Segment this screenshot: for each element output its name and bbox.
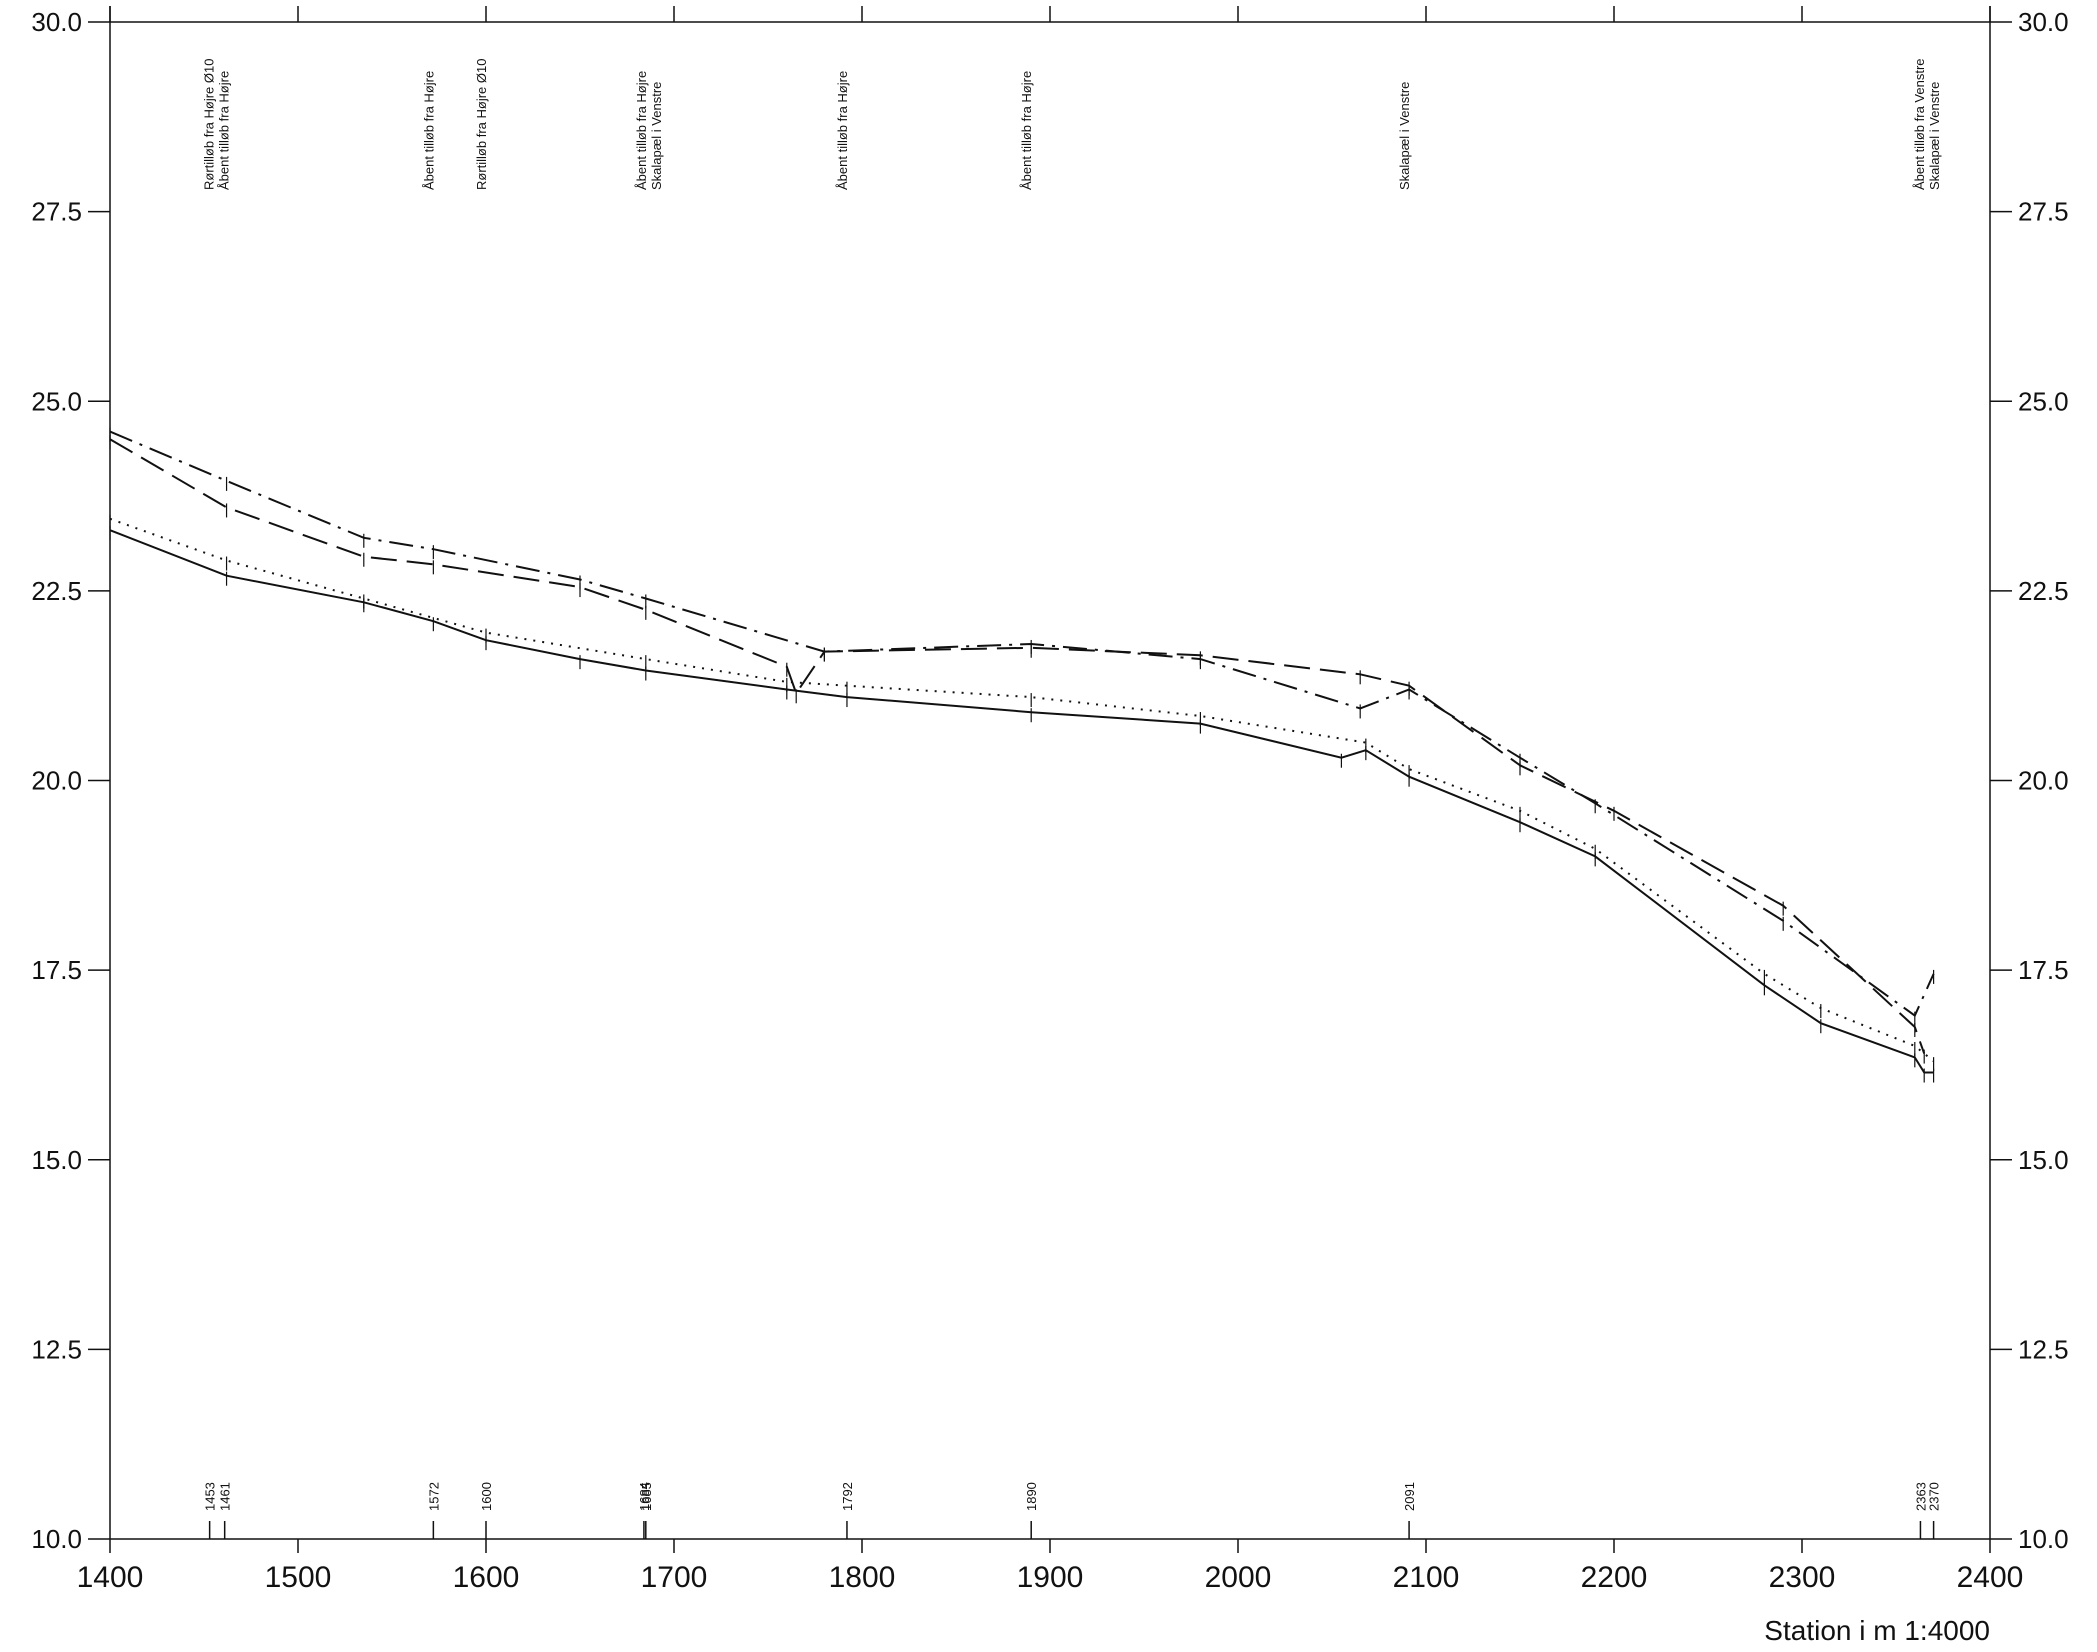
series-line-dashed xyxy=(109,438,1926,1054)
y-tick-label-left: 27.5 xyxy=(31,197,82,227)
station-label: 1684 xyxy=(637,1482,652,1511)
annotation-label: Rørtilløb fra Højre Ø10 xyxy=(474,59,489,190)
y-tick-label-left: 22.5 xyxy=(31,576,82,606)
x-tick-label: 1600 xyxy=(453,1561,520,1594)
y-tick-label-right: 17.5 xyxy=(2018,955,2069,985)
station-label: 2363 xyxy=(1913,1482,1928,1511)
y-tick-label-left: 17.5 xyxy=(31,955,82,985)
x-tick-label: 1900 xyxy=(1017,1561,1084,1594)
station-label: 2091 xyxy=(1402,1482,1417,1511)
x-tick-label: 2000 xyxy=(1205,1561,1272,1594)
annotation-label: Åbent tilløb fra Højre xyxy=(216,71,231,190)
y-tick-label-right: 10.0 xyxy=(2018,1524,2069,1554)
x-tick-label: 2200 xyxy=(1581,1561,1648,1594)
x-tick-label: 1800 xyxy=(829,1561,896,1594)
x-tick-label: 1500 xyxy=(265,1561,332,1594)
x-tick-label: 1700 xyxy=(641,1561,708,1594)
annotation-label: Åbent tilløb fra Venstre xyxy=(1912,58,1927,190)
y-tick-label-right: 15.0 xyxy=(2018,1145,2069,1175)
y-tick-label-left: 25.0 xyxy=(31,386,82,416)
station-label: 1685 xyxy=(639,1482,654,1511)
x-tick-label: 2400 xyxy=(1957,1561,2024,1594)
annotations-layer: Rørtilløb fra Højre Ø10 Åbent tilløb fra … xyxy=(201,58,1942,190)
annotation-label: Åbent tilløb fra Højre xyxy=(1019,71,1034,190)
y-tick-label-right: 12.5 xyxy=(2018,1334,2069,1364)
annotation-label: Rørtilløb fra Højre Ø10 xyxy=(201,59,216,190)
x-axis-title: Station i m 1:4000 xyxy=(1764,1615,1990,1646)
annotation-label: Åbent tilløb fra Højre xyxy=(421,71,436,190)
station-label: 1600 xyxy=(479,1482,494,1511)
station-label: 1461 xyxy=(218,1482,233,1511)
annotation-label: Skalapæl i Venstre xyxy=(1927,82,1942,190)
y-tick-label-right: 27.5 xyxy=(2018,197,2069,227)
y-tick-label-left: 10.0 xyxy=(31,1524,82,1554)
y-tick-label-left: 12.5 xyxy=(31,1334,82,1364)
annotation-label: Åbent tilløb fra Højre xyxy=(634,71,649,190)
x-tick-label: 1400 xyxy=(77,1561,144,1594)
x-tick-label: 2100 xyxy=(1393,1561,1460,1594)
series-line-dotted xyxy=(109,517,1935,1062)
x-tick-label: 2300 xyxy=(1769,1561,1836,1594)
station-label: 1890 xyxy=(1024,1482,1039,1511)
series-line-dashdot xyxy=(109,430,1935,1018)
y-tick-label-left: 15.0 xyxy=(31,1145,82,1175)
series-layer xyxy=(109,427,1935,1083)
y-tick-label-right: 20.0 xyxy=(2018,766,2069,796)
annotation-label: Skalapæl i Venstre xyxy=(1397,82,1412,190)
station-label: 1453 xyxy=(203,1482,218,1511)
station-label: 2370 xyxy=(1927,1482,1942,1511)
annotation-label: Åbent tilløb fra Højre xyxy=(835,71,850,190)
y-tick-label-right: 22.5 xyxy=(2018,576,2069,606)
y-tick-label-right: 30.0 xyxy=(2018,7,2069,37)
annotation-label: Skalapæl i Venstre xyxy=(649,82,664,190)
y-tick-label-right: 25.0 xyxy=(2018,386,2069,416)
y-tick-label-left: 20.0 xyxy=(31,766,82,796)
series-line-solid xyxy=(109,529,1934,1074)
axes: 1400 1500 1600 1700 1800 1900 2000 2100 2200 2300… xyxy=(31,6,2069,1594)
station-label: 1792 xyxy=(840,1482,855,1511)
y-tick-label-left: 30.0 xyxy=(31,7,82,37)
station-label: 1572 xyxy=(426,1482,441,1511)
